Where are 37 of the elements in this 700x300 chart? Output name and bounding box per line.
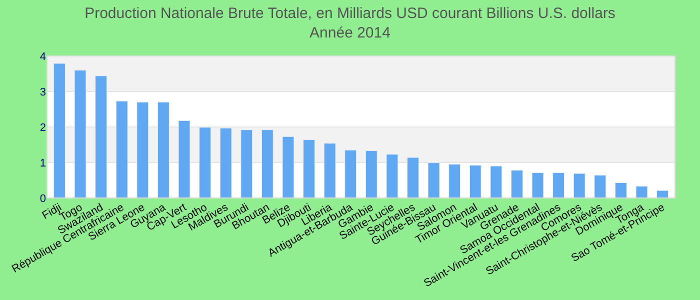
bar xyxy=(365,150,378,198)
bar xyxy=(656,190,668,198)
bar xyxy=(178,120,190,198)
bar xyxy=(282,136,294,198)
bar xyxy=(552,172,565,198)
y-tick-label: 1 xyxy=(40,157,46,170)
chart-subtitle: Année 2014 xyxy=(310,24,390,42)
y-tick-label: 2 xyxy=(40,122,46,134)
bar xyxy=(303,140,315,198)
bar xyxy=(116,100,128,198)
bar xyxy=(220,128,232,198)
bar xyxy=(157,102,170,198)
bar xyxy=(594,175,606,198)
bar xyxy=(490,166,502,198)
y-tick-label: 0 xyxy=(40,192,46,205)
bar xyxy=(614,182,627,198)
bar xyxy=(54,63,66,198)
y-tick-label: 3 xyxy=(40,86,46,98)
bar xyxy=(469,165,482,198)
bar xyxy=(136,102,149,198)
bar xyxy=(532,172,544,198)
bar xyxy=(199,127,212,198)
bar xyxy=(636,186,648,198)
bar xyxy=(324,143,336,198)
bar xyxy=(386,154,398,198)
bar xyxy=(74,70,86,198)
bar xyxy=(95,76,108,198)
y-tick-label: 4 xyxy=(40,50,46,63)
bar xyxy=(344,150,357,198)
bar xyxy=(510,170,523,198)
bar xyxy=(407,157,419,198)
bar xyxy=(261,130,274,198)
bar xyxy=(448,164,461,198)
chart-title: Production Nationale Brute Totale, en Milliards USD courant Billions U.S. dollars xyxy=(84,5,616,22)
bar xyxy=(428,162,440,198)
bar xyxy=(240,130,253,198)
bar xyxy=(573,173,586,198)
